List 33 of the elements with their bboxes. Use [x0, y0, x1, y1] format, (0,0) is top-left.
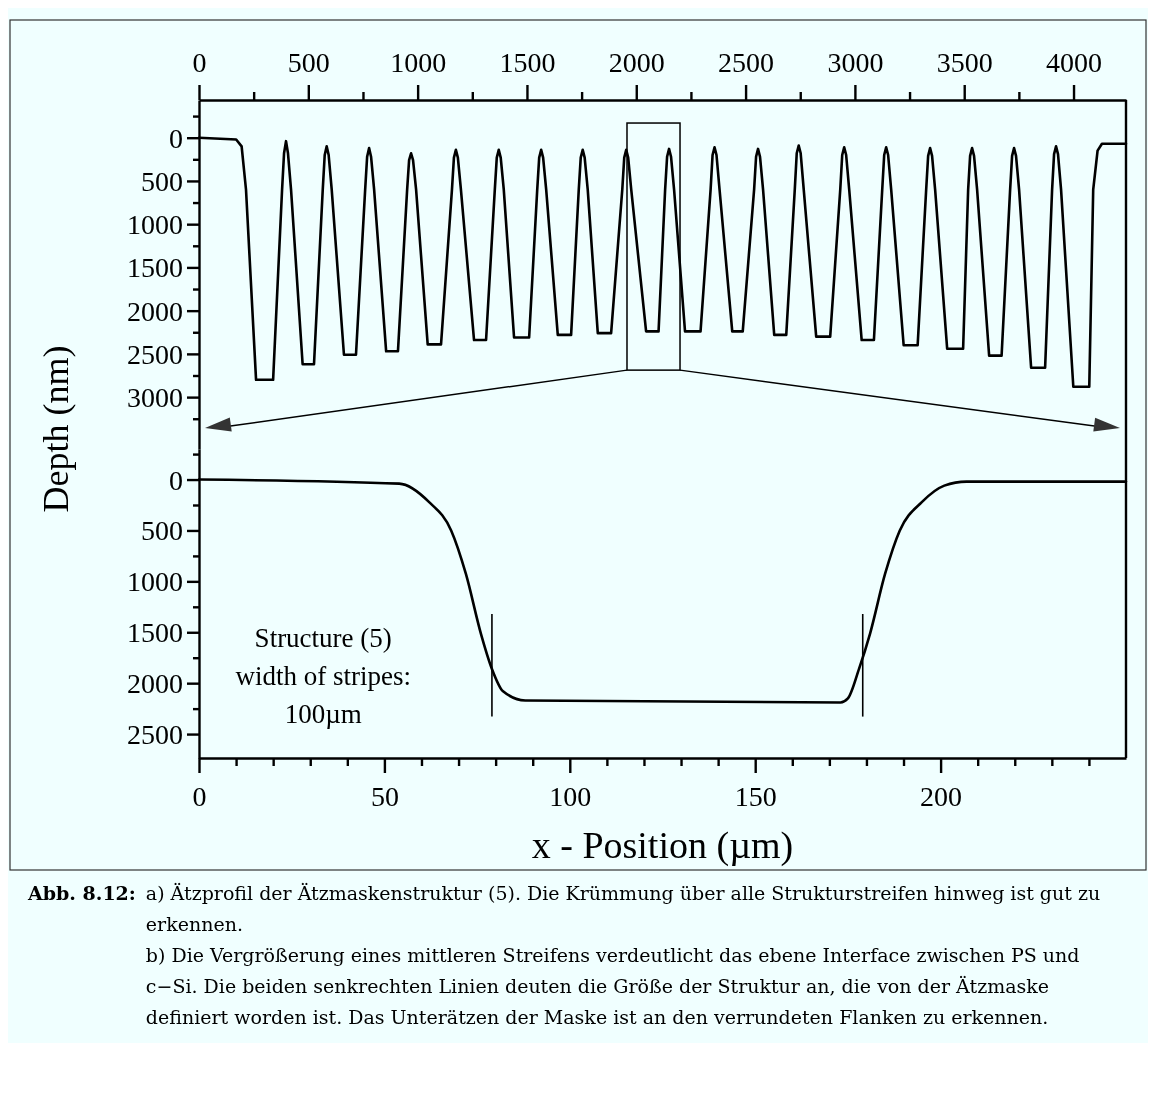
x-tick-label: 1500: [499, 46, 556, 78]
x-tick-label: 2000: [608, 46, 665, 78]
y-tick-label: 1500: [127, 252, 183, 284]
x-tick-label: 4000: [1046, 46, 1103, 78]
x-tick-label: 2500: [718, 46, 775, 78]
y-tick-label: 1000: [127, 209, 183, 241]
x-axis-title: x - Position (µm): [531, 824, 794, 867]
y-axis-title: Depth (nm): [36, 345, 77, 513]
caption: Abb. 8.12:: [28, 881, 136, 906]
y-tick-label: 2000: [127, 295, 183, 327]
x-tick-label: 150: [734, 780, 777, 812]
y-tick-label: 0: [169, 464, 183, 496]
x-tick-label: 50: [370, 780, 399, 812]
y-tick-label: 1000: [127, 566, 183, 598]
y-tick-label: 2500: [127, 338, 183, 370]
x-tick-label: 500: [287, 46, 330, 78]
x-tick-label: 1000: [390, 46, 447, 78]
x-tick-label: 0: [192, 46, 207, 78]
y-tick-label: 1500: [127, 617, 183, 649]
x-tick-label: 0: [192, 780, 207, 812]
y-tick-label: 0: [169, 122, 183, 154]
x-tick-label: 200: [920, 780, 963, 812]
x-tick-label: 3500: [936, 46, 993, 78]
annotation: Structure (5) width of stripes: 100µm: [235, 622, 411, 729]
y-tick-label: 2000: [127, 668, 183, 700]
text: b) Die Vergrößerung eines mittleren Streifens verdeutlicht das ebene Interface zwischen PS und c−Si. Die beiden senkrechten Linien deuten die Größe der Struktur an, die von der Ätzmaske definiert worden ist. Das Unterätzen der Maske ist an den verrundeten Flanken zu erkennen.: [145, 943, 1081, 1030]
y-tick-label: 500: [141, 165, 183, 197]
text: a) Ätzprofil der Ätzmaskenstruktur (5). Die Krümmung über alle Strukturstreifen hinweg ist gut zu erkennen.: [145, 881, 1102, 937]
y-tick-label: 500: [141, 515, 183, 547]
x-tick-label: 100: [549, 780, 592, 812]
y-tick-label: 2500: [127, 719, 183, 751]
x-tick-label: 3000: [827, 46, 884, 78]
y-tick-label: 3000: [127, 382, 183, 414]
